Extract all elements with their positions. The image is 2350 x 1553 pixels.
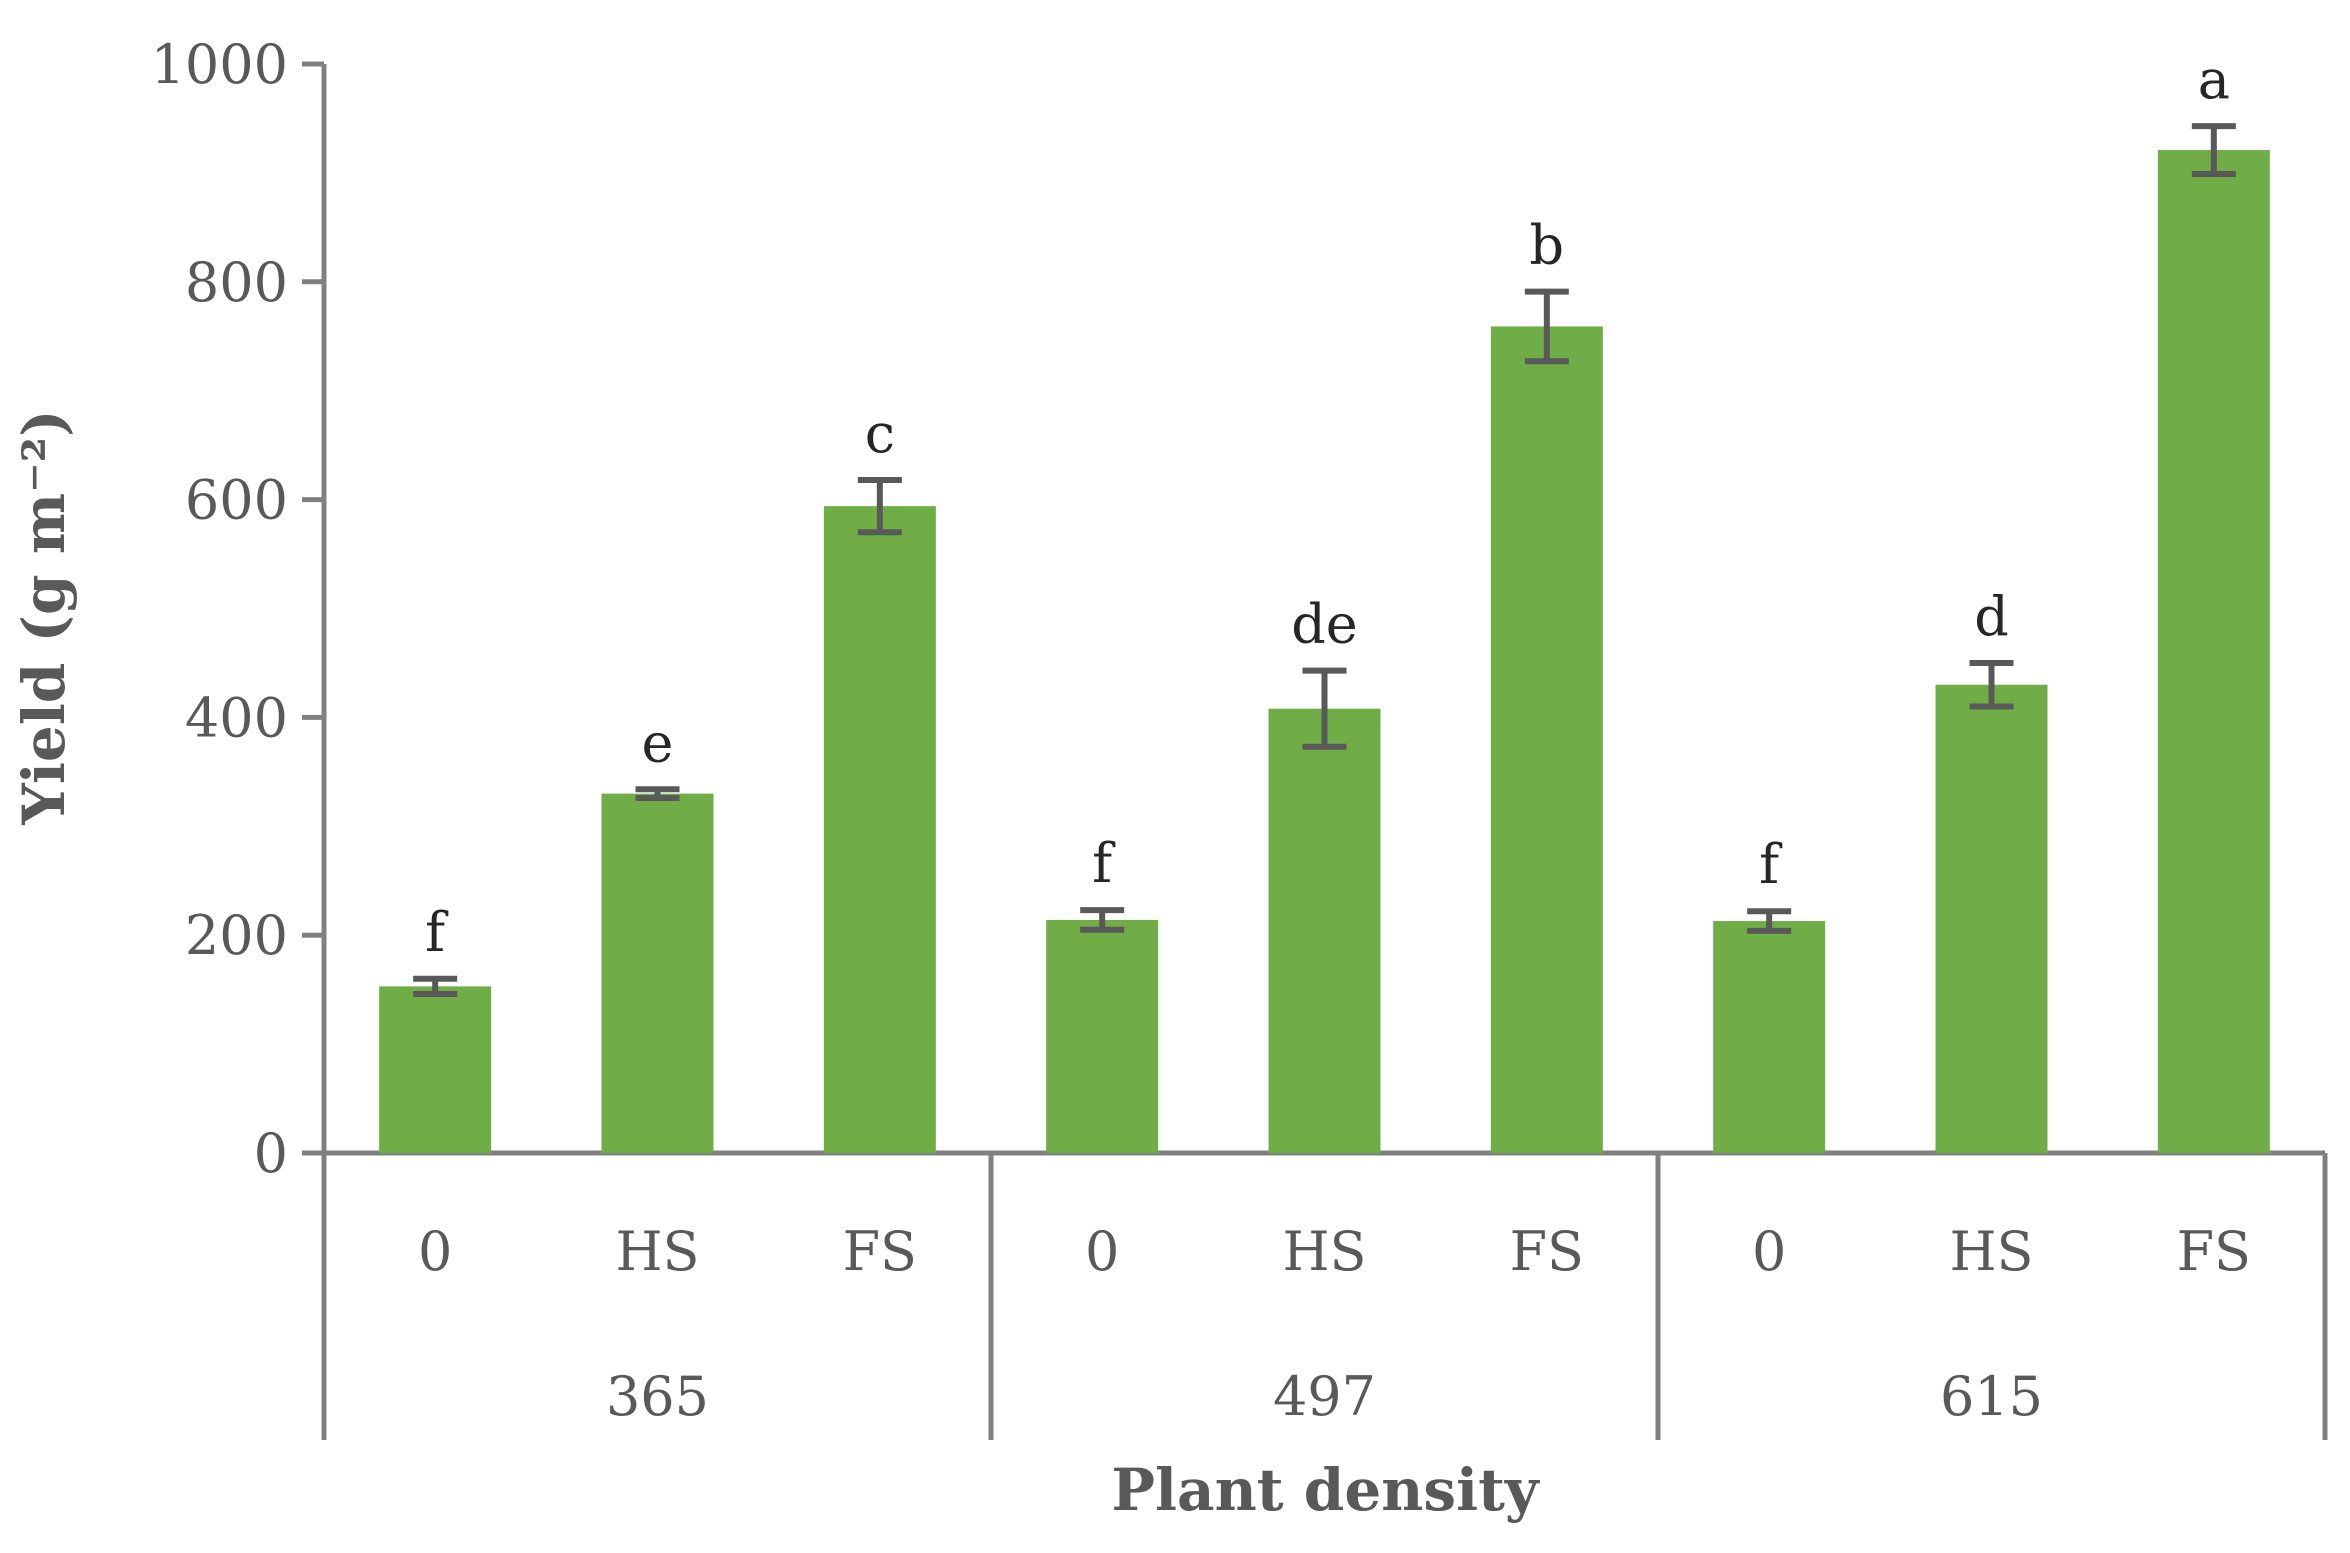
x-category-label: FS bbox=[2177, 1220, 2251, 1283]
bars-layer bbox=[379, 150, 2270, 1154]
significance-letter: d bbox=[1974, 585, 2009, 648]
significance-letter: b bbox=[1530, 214, 1565, 277]
x-category-label: FS bbox=[843, 1220, 917, 1283]
x-category-label: 0 bbox=[418, 1220, 452, 1283]
axes-layer: 0 200 400 600 800 1000 bbox=[151, 33, 2328, 1440]
y-tick-label: 400 bbox=[185, 686, 288, 749]
significance-letter: a bbox=[2198, 48, 2230, 111]
y-tick-label: 0 bbox=[254, 1122, 288, 1185]
x-category-label: HS bbox=[1282, 1220, 1366, 1283]
x-category-label: FS bbox=[1510, 1220, 1584, 1283]
bar bbox=[379, 986, 492, 1153]
group-label: 615 bbox=[1940, 1365, 2043, 1428]
significance-letter: f bbox=[1759, 833, 1783, 896]
error-bars-layer bbox=[413, 123, 2236, 998]
bar bbox=[1268, 708, 1381, 1153]
bar bbox=[823, 506, 936, 1153]
bar bbox=[1046, 919, 1159, 1153]
significance-letter: f bbox=[425, 901, 449, 964]
significance-letter: c bbox=[865, 402, 895, 465]
significance-letter: f bbox=[1092, 832, 1116, 895]
x-category-label: 0 bbox=[1085, 1220, 1119, 1283]
group-label: 497 bbox=[1273, 1365, 1376, 1428]
bar bbox=[1713, 921, 1826, 1153]
y-tick-label: 600 bbox=[185, 469, 288, 532]
y-tick-label: 200 bbox=[185, 904, 288, 967]
bar bbox=[1935, 684, 2048, 1153]
x-category-label: 0 bbox=[1752, 1220, 1786, 1283]
y-tick-label: 800 bbox=[185, 251, 288, 314]
bar bbox=[1490, 326, 1603, 1154]
labels-layer: 365 f 0 e HS c FS 497 f 0 de HS b FS 615 f 0 d HS a FS bbox=[418, 48, 2251, 1428]
x-category-label: HS bbox=[615, 1220, 699, 1283]
x-category-label: HS bbox=[1949, 1220, 2033, 1283]
significance-letter: e bbox=[642, 711, 674, 774]
bar bbox=[2157, 150, 2270, 1153]
x-axis-title: Plant density bbox=[1111, 1456, 1540, 1524]
y-axis-title: Yield (g m⁻²) bbox=[10, 409, 78, 825]
group-label: 365 bbox=[606, 1365, 709, 1428]
significance-letter: de bbox=[1291, 593, 1358, 656]
y-tick-label: 1000 bbox=[151, 33, 288, 96]
bar bbox=[601, 793, 714, 1153]
